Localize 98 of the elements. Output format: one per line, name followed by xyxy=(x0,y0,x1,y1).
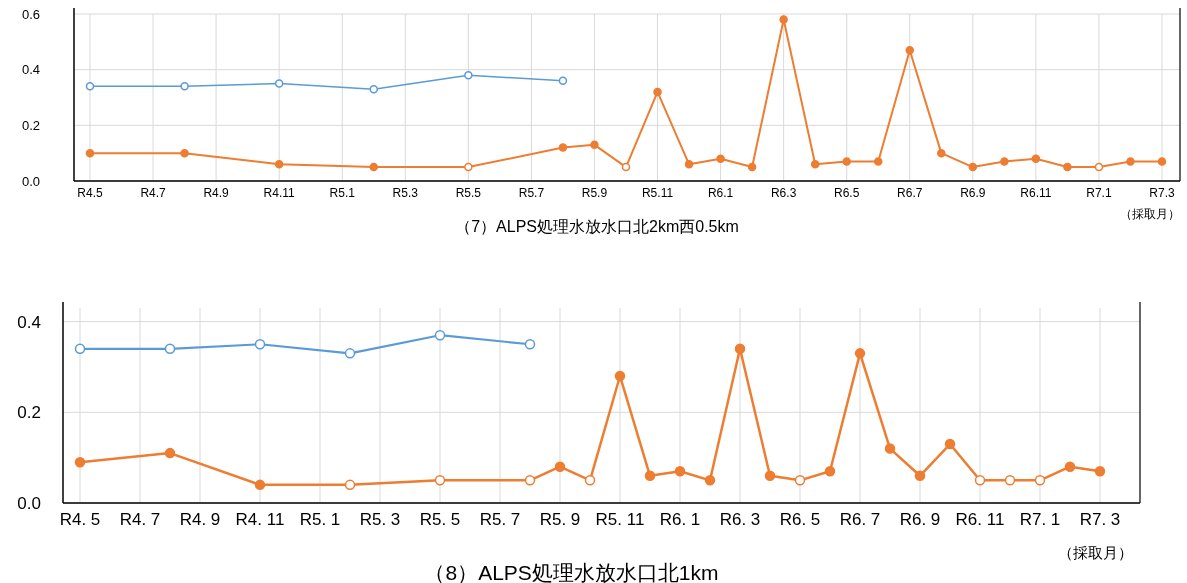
point xyxy=(674,466,686,477)
point xyxy=(85,148,95,158)
x-tick-label: R4. 7 xyxy=(119,510,161,529)
x-tick-label: R6. 11 xyxy=(955,510,1005,529)
point xyxy=(905,45,915,55)
y-tick-label: 0.4 xyxy=(21,62,40,78)
point xyxy=(180,82,189,91)
x-tick-label: R4.7 xyxy=(140,186,167,200)
x-tick-label: R5.11 xyxy=(641,186,674,200)
point xyxy=(1157,157,1167,166)
point xyxy=(164,343,176,355)
x-tick-label: R5. 3 xyxy=(359,510,401,529)
point xyxy=(254,339,266,350)
point xyxy=(344,348,356,359)
x-tick-label: R5. 7 xyxy=(479,510,521,529)
x-tick-label: R7.1 xyxy=(1086,186,1112,200)
point xyxy=(779,15,788,24)
x-tick-label: R6.1 xyxy=(707,186,734,200)
point xyxy=(74,456,86,468)
x-tick-label: R4.11 xyxy=(263,186,296,200)
point xyxy=(254,479,266,491)
point xyxy=(1126,157,1135,166)
point xyxy=(684,160,694,169)
point xyxy=(434,329,446,341)
point xyxy=(614,370,626,382)
point xyxy=(274,160,284,169)
point xyxy=(558,76,568,86)
x-tick-label: R7.3 xyxy=(1149,186,1175,200)
point xyxy=(873,157,883,166)
point xyxy=(937,148,946,158)
point xyxy=(704,475,716,486)
point xyxy=(764,470,776,482)
x-tick-label: R7. 1 xyxy=(1019,510,1061,529)
y-tick-label: 0.0 xyxy=(17,493,41,513)
point xyxy=(914,470,926,482)
x-tick-label: R5.1 xyxy=(329,186,356,200)
x-tick-label: R6.3 xyxy=(770,186,797,200)
point xyxy=(747,162,757,172)
point xyxy=(554,461,566,472)
x-tick-label: R6. 5 xyxy=(779,510,821,529)
point xyxy=(1000,157,1009,166)
x-tick-label: R4. 9 xyxy=(179,510,221,529)
x-tick-label: R6. 1 xyxy=(659,510,701,529)
point xyxy=(824,466,836,477)
text: （8）ALPS処理水放水口北1km xyxy=(424,561,719,583)
x-tick-label: R4. 5 xyxy=(59,510,101,529)
point xyxy=(968,162,978,172)
point xyxy=(644,470,656,482)
point xyxy=(74,343,86,355)
point xyxy=(810,160,820,169)
point xyxy=(369,84,379,94)
point xyxy=(369,162,379,172)
x-tick-label: R7. 3 xyxy=(1079,510,1121,529)
y-tick-label: 0.0 xyxy=(21,173,40,189)
point xyxy=(842,157,851,166)
point xyxy=(944,438,956,450)
point xyxy=(716,154,725,163)
y-tick-label: 0.2 xyxy=(17,403,41,423)
x-axis-title: （採取月） xyxy=(1057,544,1133,561)
x-tick-label: R6.11 xyxy=(1020,186,1052,200)
x-tick-label: R5.9 xyxy=(581,186,608,200)
x-tick-label: R5.7 xyxy=(518,186,545,200)
x-tick-label: R5. 5 xyxy=(419,510,461,529)
point xyxy=(524,339,536,350)
point xyxy=(1064,461,1076,472)
x-tick-label: R6. 7 xyxy=(839,510,881,529)
point xyxy=(274,79,284,88)
x-tick-label: R6. 3 xyxy=(719,510,761,529)
point xyxy=(734,343,746,355)
point xyxy=(180,148,189,158)
y-tick-label: 0.6 xyxy=(21,6,40,22)
x-tick-label: R6. 9 xyxy=(899,510,941,529)
point xyxy=(653,87,662,97)
x-tick-label: R4.9 xyxy=(203,186,230,200)
point xyxy=(164,447,176,459)
x-tick-label: R4. 11 xyxy=(235,510,285,529)
x-tick-label: R6.9 xyxy=(960,186,986,200)
x-tick-label: R5. 1 xyxy=(299,510,341,529)
point xyxy=(1031,154,1041,163)
point xyxy=(464,70,473,80)
x-tick-label: R6.5 xyxy=(834,186,860,200)
y-tick-label: 0.4 xyxy=(17,312,41,332)
x-tick-label: R5.5 xyxy=(455,186,482,200)
text: （7）ALPS処理水放水口北2km西0.5km xyxy=(455,218,739,235)
point xyxy=(884,443,896,454)
x-tick-label: R5. 11 xyxy=(595,510,645,529)
x-axis-title: （採取月） xyxy=(1120,207,1180,221)
point xyxy=(590,140,599,150)
x-tick-label: R5.3 xyxy=(392,186,419,200)
point xyxy=(1094,466,1106,477)
y-tick-label: 0.2 xyxy=(21,117,40,133)
point xyxy=(558,143,568,152)
x-tick-label: R5. 9 xyxy=(539,510,581,529)
x-tick-label: R4.5 xyxy=(77,186,103,200)
point xyxy=(854,348,866,359)
point xyxy=(85,82,95,91)
x-tick-label: R6.7 xyxy=(897,186,923,200)
point xyxy=(1063,162,1072,172)
